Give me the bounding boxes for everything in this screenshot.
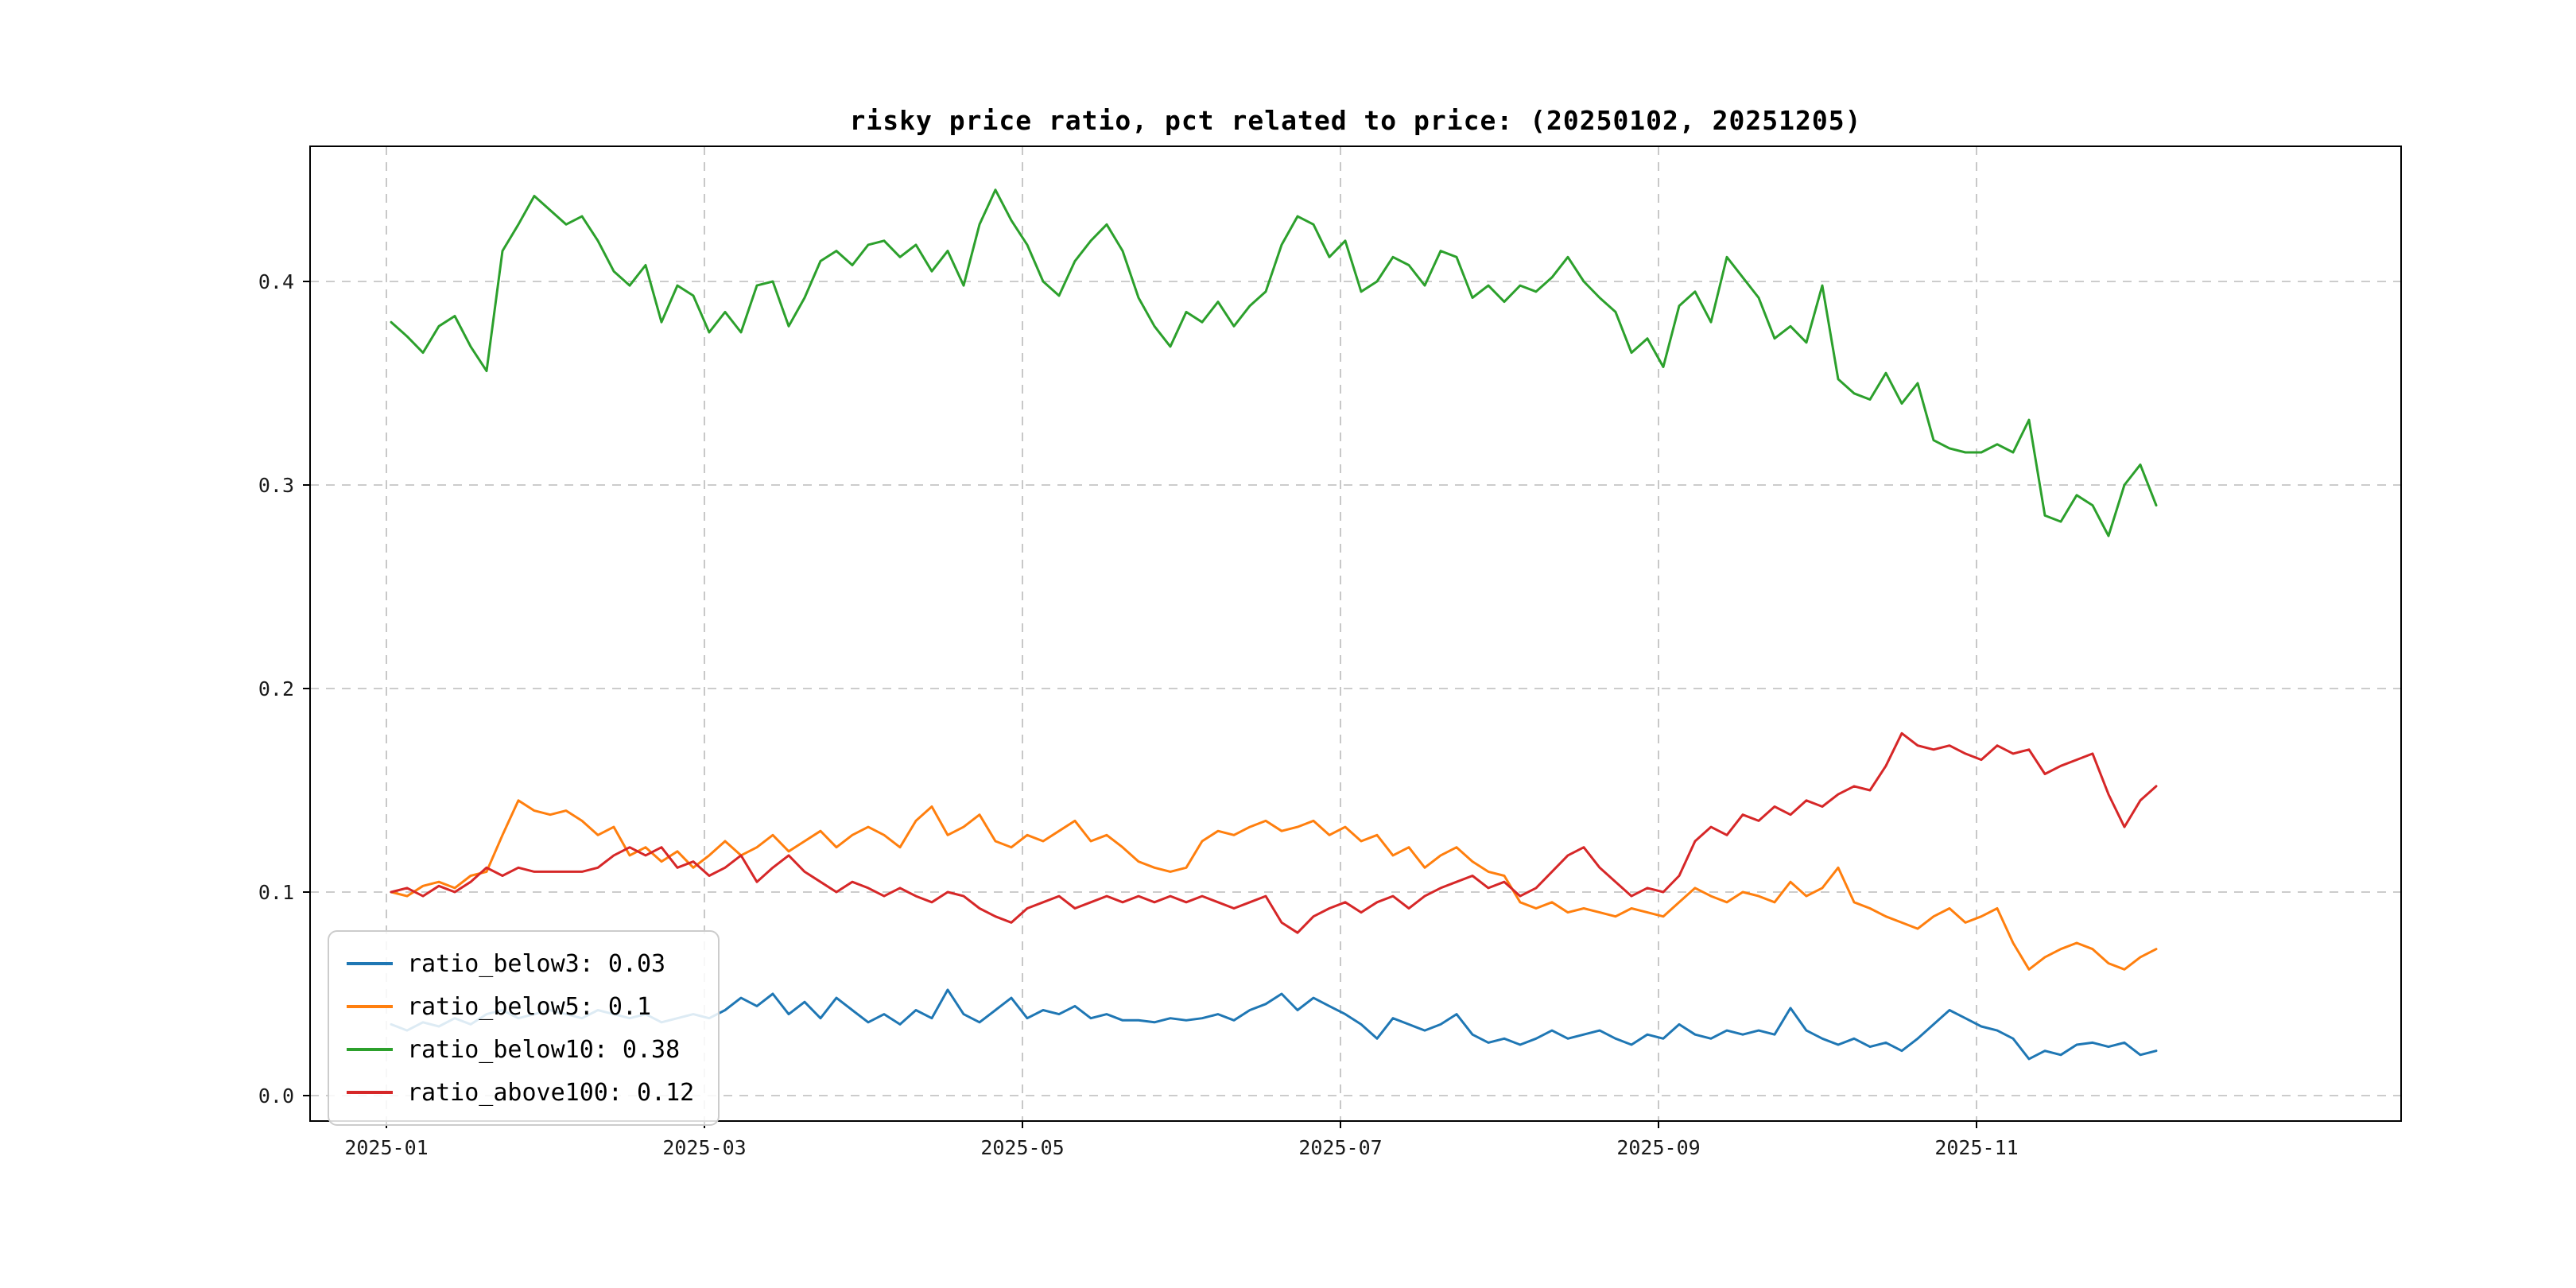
chart-title: risky price ratio, pct related to price:…	[849, 105, 1862, 136]
x-tick-label: 2025-01	[344, 1136, 428, 1159]
x-tick-label: 2025-03	[662, 1136, 746, 1159]
legend-line-sample-red	[347, 1091, 393, 1094]
series-line-ratio_below10	[390, 188, 2158, 537]
legend-line-sample-green	[347, 1048, 393, 1051]
x-tick-label: 2025-07	[1298, 1136, 1382, 1159]
legend-item-ratio-below3: ratio_below3: 0.03	[347, 945, 694, 983]
legend-item-ratio-above100: ratio_above100: 0.12	[347, 1073, 694, 1111]
x-tick-label: 2025-09	[1616, 1136, 1700, 1159]
y-tick-label: 0.4	[258, 270, 294, 293]
series-line-ratio_below5	[390, 799, 2158, 971]
series-line-ratio_above100	[390, 731, 2158, 934]
legend-item-ratio-below10: ratio_below10: 0.38	[347, 1030, 694, 1069]
y-tick-label: 0.1	[258, 881, 294, 904]
y-tick-label: 0.3	[258, 474, 294, 497]
legend-line-sample-blue	[347, 962, 393, 965]
y-tick-label: 0.2	[258, 677, 294, 700]
legend-label: ratio_above100: 0.12	[407, 1078, 695, 1107]
legend-label: ratio_below10: 0.38	[407, 1035, 681, 1064]
x-tick-label: 2025-11	[1934, 1136, 2018, 1159]
legend: ratio_below3: 0.03 ratio_below5: 0.1 rat…	[328, 930, 720, 1126]
axes-frame	[309, 145, 2402, 1122]
legend-label: ratio_below3: 0.03	[407, 949, 666, 978]
y-tick-label: 0.0	[258, 1084, 294, 1108]
x-tick-label: 2025-05	[980, 1136, 1064, 1159]
legend-label: ratio_below5: 0.1	[407, 992, 652, 1021]
legend-line-sample-orange	[347, 1005, 393, 1008]
legend-item-ratio-below5: ratio_below5: 0.1	[347, 987, 694, 1026]
